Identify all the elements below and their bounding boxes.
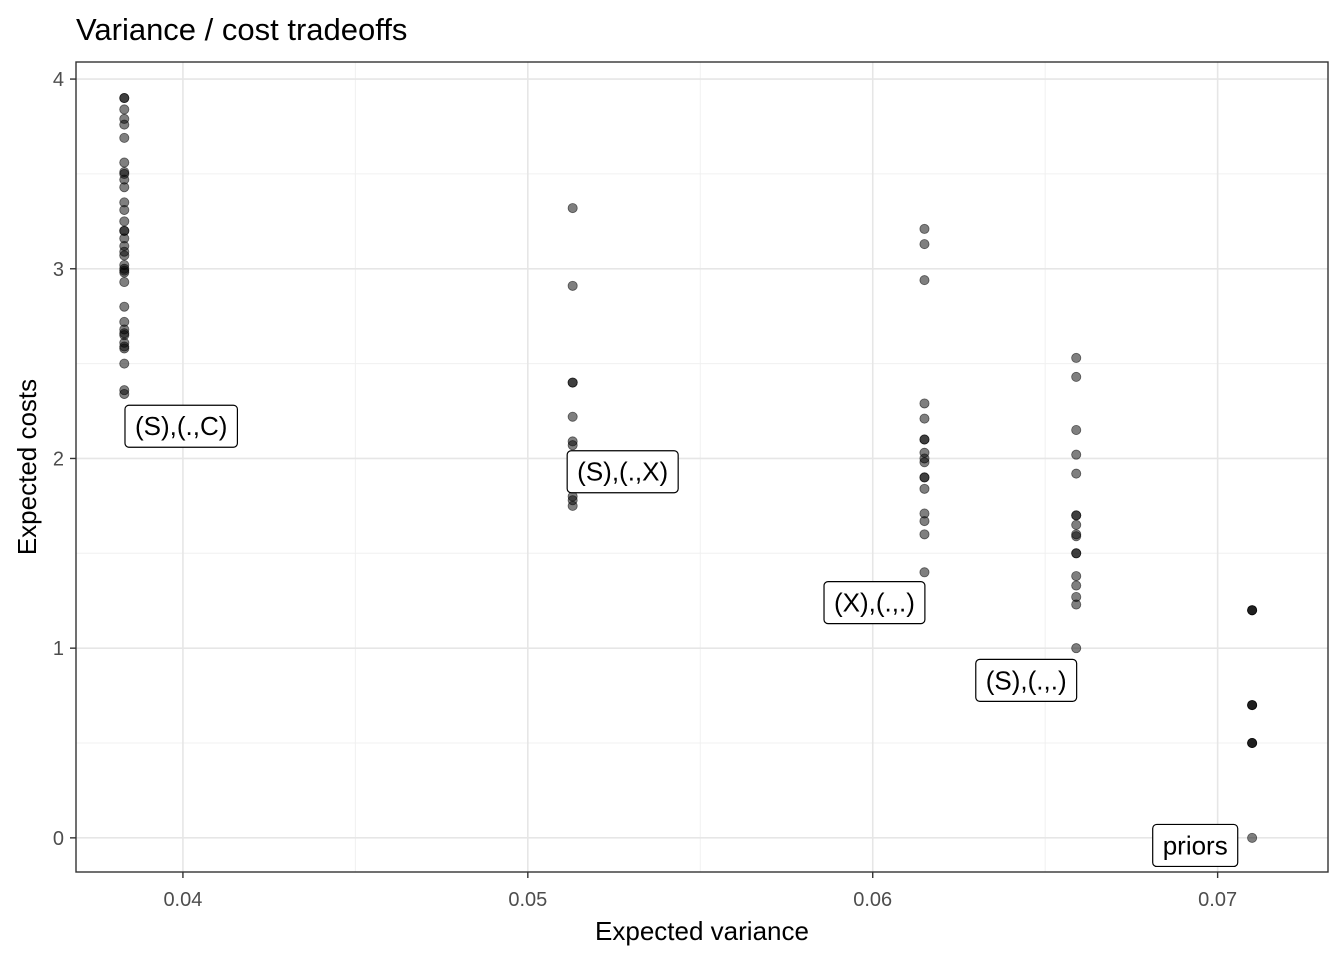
data-point [119, 358, 130, 369]
x-tick-label: 0.06 [853, 889, 892, 911]
annotation-text: (S),(.,X) [577, 457, 668, 487]
data-point [919, 457, 930, 468]
data-point [119, 343, 130, 354]
annotation-text: (S),(.,.) [986, 665, 1067, 695]
data-point [119, 277, 130, 288]
y-tick-label: 3 [53, 259, 64, 281]
data-point [567, 203, 578, 214]
data-point [1071, 519, 1082, 530]
data-point [1071, 371, 1082, 382]
data-point [919, 275, 930, 286]
data-point [1071, 468, 1082, 479]
data-point [119, 104, 130, 115]
data-point [119, 216, 130, 227]
annotation-box [1152, 823, 1239, 868]
data-point [567, 500, 578, 511]
data-point [919, 413, 930, 424]
data-point [919, 239, 930, 250]
data-point [567, 411, 578, 422]
data-point [919, 223, 930, 234]
annotation-label: (S),(.,.) [975, 658, 1078, 703]
x-axis-title: Expected variance [595, 916, 809, 946]
data-point [1247, 738, 1258, 749]
data-point [119, 250, 130, 261]
x-tick-label: 0.04 [163, 889, 202, 911]
data-point [119, 301, 130, 312]
annotation-label: (X),(.,.) [823, 581, 926, 625]
data-point [1071, 449, 1082, 460]
data-point [119, 388, 130, 399]
data-point [919, 567, 930, 578]
annotation-label: priors [1152, 823, 1239, 868]
y-tick-label: 0 [53, 828, 64, 850]
data-point [1247, 605, 1258, 616]
data-point [1071, 571, 1082, 582]
data-point [1071, 643, 1082, 654]
data-point [1247, 832, 1258, 843]
data-point [1071, 531, 1082, 542]
data-point [919, 529, 930, 540]
grid-lines [76, 62, 1328, 872]
plot-panel-border [75, 61, 1329, 873]
data-point [119, 132, 130, 143]
y-axis-title: Expected costs [12, 379, 42, 555]
annotation-box [124, 404, 239, 448]
data-point [1071, 580, 1082, 591]
y-tick-label: 2 [53, 448, 64, 470]
data-point [567, 440, 578, 451]
data-point [1071, 599, 1082, 610]
data-point [1071, 548, 1082, 559]
data-point [1071, 510, 1082, 521]
data-point [919, 434, 930, 445]
axes: 0.04 0.05 0.06 0.07 0 1 2 3 4 [53, 69, 1237, 911]
data-point [119, 93, 130, 104]
data-point [119, 182, 130, 193]
annotation-text: (S),(.,C) [135, 411, 227, 441]
data-point [119, 119, 130, 130]
data-point [919, 472, 930, 483]
y-tick-label: 1 [53, 638, 64, 660]
data-point [1247, 700, 1258, 711]
chart-title: Variance / cost tradeoffs [76, 12, 407, 47]
data-point [919, 398, 930, 409]
data-point [1071, 425, 1082, 436]
annotation-box [823, 581, 926, 625]
annotation-box [975, 658, 1078, 703]
point-annotations: (S),(.,C) (S),(.,X) (X),(.,.) (S),(.,.) prio… [124, 404, 1239, 868]
data-point [567, 280, 578, 291]
annotation-label: (S),(.,C) [124, 404, 239, 448]
data-point [919, 483, 930, 494]
y-tick-label: 4 [53, 69, 64, 91]
data-point [919, 516, 930, 527]
annotation-text: (X),(.,.) [834, 588, 915, 618]
x-tick-label: 0.07 [1198, 889, 1237, 911]
data-point [567, 377, 578, 388]
x-tick-label: 0.05 [508, 889, 547, 911]
annotation-label: (S),(.,X) [566, 450, 679, 494]
data-point [119, 157, 130, 168]
data-points [119, 93, 1258, 843]
data-point [119, 204, 130, 215]
annotation-box [566, 450, 679, 494]
data-point [1071, 352, 1082, 363]
data-point [119, 267, 130, 278]
annotation-text: priors [1163, 830, 1228, 860]
